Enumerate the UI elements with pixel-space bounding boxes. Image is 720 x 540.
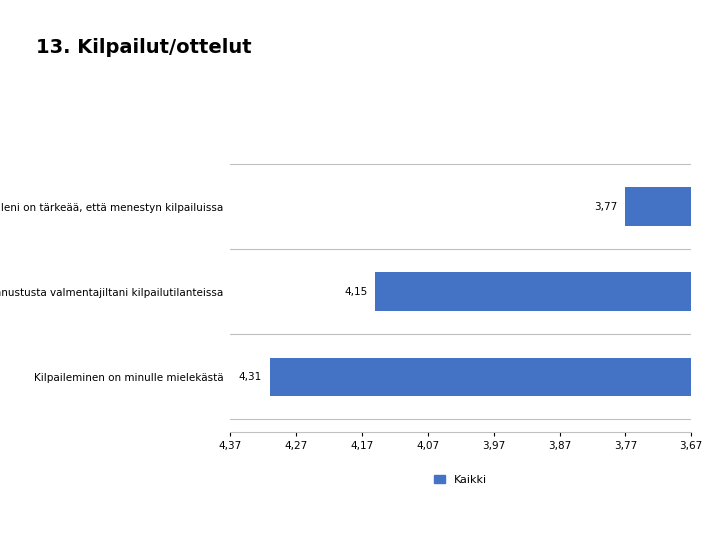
Bar bbox=[626, 187, 720, 226]
Bar bbox=[270, 357, 720, 396]
Text: 3,77: 3,77 bbox=[594, 201, 618, 212]
Legend: Kaikki: Kaikki bbox=[431, 471, 491, 488]
Text: 13. Kilpailut/ottelut: 13. Kilpailut/ottelut bbox=[36, 38, 251, 57]
Text: 4,15: 4,15 bbox=[344, 287, 367, 296]
Bar bbox=[375, 273, 720, 310]
Text: 4,31: 4,31 bbox=[239, 372, 262, 382]
